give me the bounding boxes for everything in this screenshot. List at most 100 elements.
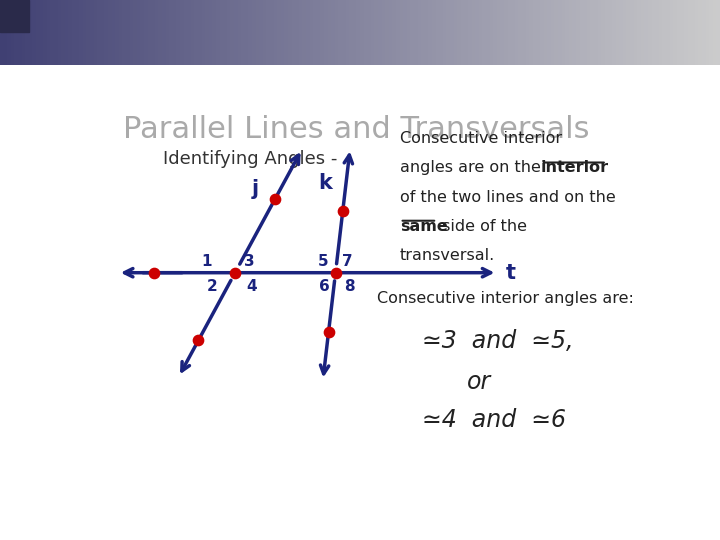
Bar: [551, 0, 554, 65]
Bar: [436, 0, 439, 65]
Bar: [713, 0, 716, 65]
Bar: [418, 0, 421, 65]
Bar: [666, 0, 670, 65]
Bar: [572, 0, 576, 65]
Bar: [234, 0, 238, 65]
Bar: [47, 0, 50, 65]
Bar: [7, 0, 11, 65]
Bar: [119, 0, 122, 65]
Bar: [612, 0, 616, 65]
Text: 4: 4: [246, 279, 257, 294]
Bar: [274, 0, 277, 65]
Text: side of the: side of the: [437, 219, 527, 234]
Bar: [58, 0, 61, 65]
Text: 8: 8: [344, 279, 355, 294]
Bar: [533, 0, 536, 65]
Bar: [133, 0, 137, 65]
Bar: [482, 0, 486, 65]
Bar: [263, 0, 266, 65]
Bar: [655, 0, 659, 65]
Bar: [169, 0, 173, 65]
Bar: [652, 0, 655, 65]
Bar: [83, 0, 86, 65]
Bar: [302, 0, 306, 65]
Bar: [706, 0, 709, 65]
Bar: [11, 0, 14, 65]
Bar: [252, 0, 256, 65]
Bar: [385, 0, 389, 65]
Text: transversal.: transversal.: [400, 248, 495, 263]
Bar: [392, 0, 396, 65]
Bar: [511, 0, 515, 65]
Bar: [425, 0, 428, 65]
Bar: [130, 0, 133, 65]
Bar: [122, 0, 126, 65]
Bar: [562, 0, 565, 65]
Text: k: k: [318, 173, 332, 193]
Bar: [443, 0, 446, 65]
Bar: [338, 0, 342, 65]
Bar: [14, 0, 18, 65]
Bar: [558, 0, 562, 65]
Bar: [230, 0, 234, 65]
Bar: [680, 0, 684, 65]
Bar: [356, 0, 360, 65]
Bar: [688, 0, 691, 65]
Bar: [162, 0, 166, 65]
Bar: [241, 0, 245, 65]
Bar: [374, 0, 378, 65]
Bar: [598, 0, 601, 65]
Bar: [565, 0, 569, 65]
Bar: [310, 0, 313, 65]
Bar: [299, 0, 302, 65]
Bar: [238, 0, 241, 65]
Bar: [641, 0, 644, 65]
Bar: [450, 0, 454, 65]
Bar: [97, 0, 101, 65]
Bar: [25, 0, 29, 65]
Bar: [216, 0, 220, 65]
Bar: [421, 0, 425, 65]
Bar: [144, 0, 148, 65]
Text: of the two lines and on the: of the two lines and on the: [400, 190, 616, 205]
Bar: [382, 0, 385, 65]
Bar: [140, 0, 144, 65]
Bar: [670, 0, 673, 65]
Bar: [428, 0, 432, 65]
Bar: [508, 0, 511, 65]
Bar: [587, 0, 590, 65]
Bar: [410, 0, 414, 65]
Bar: [684, 0, 688, 65]
Bar: [108, 0, 112, 65]
Text: 1: 1: [201, 254, 211, 268]
Bar: [590, 0, 594, 65]
Text: or: or: [467, 370, 491, 394]
Bar: [371, 0, 374, 65]
Bar: [32, 0, 36, 65]
Bar: [270, 0, 274, 65]
Bar: [187, 0, 191, 65]
Bar: [245, 0, 248, 65]
Bar: [148, 0, 151, 65]
Bar: [637, 0, 641, 65]
Bar: [68, 0, 72, 65]
Bar: [536, 0, 540, 65]
Bar: [490, 0, 493, 65]
Bar: [184, 0, 187, 65]
Bar: [331, 0, 335, 65]
Bar: [256, 0, 259, 65]
Bar: [630, 0, 634, 65]
Bar: [454, 0, 457, 65]
Bar: [367, 0, 371, 65]
Point: [330, 268, 341, 277]
Bar: [212, 0, 216, 65]
Bar: [22, 0, 25, 65]
Bar: [504, 0, 508, 65]
Bar: [155, 0, 158, 65]
Bar: [335, 0, 338, 65]
Bar: [104, 0, 108, 65]
Bar: [569, 0, 572, 65]
Point: [269, 194, 281, 203]
Bar: [594, 0, 598, 65]
Bar: [209, 0, 212, 65]
